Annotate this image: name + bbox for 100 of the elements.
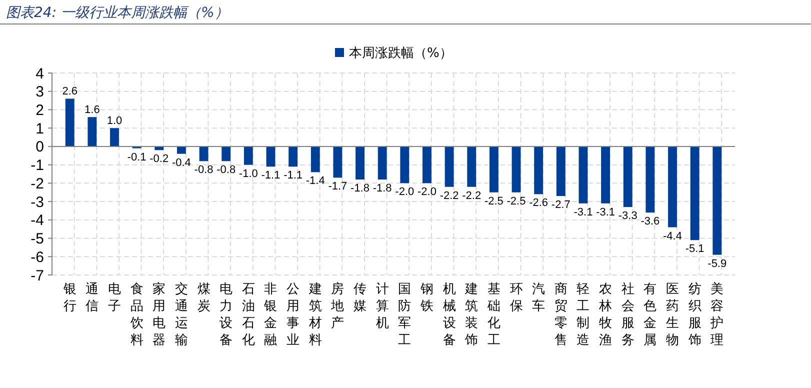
bar (333, 146, 342, 178)
legend-label: 本周涨跌幅（%） (349, 46, 452, 61)
bar (65, 98, 74, 146)
x-tick-label: 计算机 (376, 282, 389, 331)
x-tick-label: 非银金融 (263, 282, 278, 348)
bar (512, 146, 521, 192)
x-tick-label: 国防军工 (398, 282, 412, 348)
data-label: -5.1 (685, 243, 704, 256)
bar (668, 146, 677, 228)
bar (534, 146, 544, 194)
data-label: -5.9 (708, 258, 727, 270)
data-label: -0.8 (194, 164, 214, 176)
x-tick-label: 基础化工 (486, 282, 500, 348)
x-tick-label: 农林牧渔 (598, 282, 612, 348)
x-tick-label: 机械设备 (442, 282, 456, 348)
x-tick-label: 石油石化 (242, 282, 255, 348)
x-tick-label: 交通运输 (174, 281, 188, 348)
data-label: -1.4 (306, 175, 325, 188)
bar (378, 146, 387, 180)
data-label: -2.2 (462, 190, 482, 202)
data-label: -2.5 (484, 195, 504, 208)
y-tick-label: 1 (36, 120, 44, 138)
x-tick-label: 环保 (510, 282, 523, 314)
data-label: -1.1 (261, 170, 280, 182)
data-label: -2.7 (551, 199, 570, 212)
data-label: -2.2 (440, 190, 459, 202)
data-label: -2.0 (395, 186, 414, 198)
bar (244, 146, 253, 165)
data-label: -3.3 (618, 210, 638, 222)
x-tick-label: 食品饮料 (129, 282, 144, 348)
data-label: -2.6 (529, 197, 548, 210)
data-label: -1.7 (328, 180, 348, 193)
x-tick-label: 房地产 (330, 281, 344, 331)
x-tick-label: 公用事业 (286, 282, 300, 348)
y-tick-label: -4 (30, 212, 44, 230)
x-tick-label: 美容护理 (710, 281, 724, 348)
bar (712, 146, 722, 255)
x-tick-label: 汽车 (532, 282, 546, 314)
data-label: -1.0 (238, 168, 258, 180)
data-label: -0.8 (216, 164, 236, 176)
x-tick-label: 银行 (62, 282, 76, 314)
y-tick-label: -6 (30, 248, 44, 266)
data-label: -4.4 (663, 230, 682, 242)
y-tick-label: 0 (36, 138, 44, 156)
x-tick-label: 通信 (86, 282, 99, 314)
data-label: -3.6 (640, 216, 660, 228)
data-label: -2.5 (506, 195, 526, 208)
bar (199, 146, 208, 162)
bar (467, 146, 476, 187)
x-tick-label: 电子 (108, 282, 121, 314)
x-tick-label: 轻工制造 (576, 282, 590, 348)
x-tick-label: 社会服务 (621, 282, 634, 348)
bar (601, 146, 610, 204)
bar (310, 146, 320, 172)
x-tick-label: 建筑装饰 (464, 282, 478, 348)
data-label: 2.6 (62, 86, 78, 98)
y-tick-label: -2 (30, 175, 44, 192)
bar (646, 146, 655, 213)
data-label: 1.6 (84, 104, 100, 116)
data-label: -0.2 (150, 153, 169, 166)
bar (400, 146, 410, 184)
data-label: -1.1 (284, 170, 303, 182)
data-label: -3.1 (596, 206, 616, 218)
bar (266, 146, 276, 167)
bar (288, 146, 298, 167)
data-label: -0.1 (127, 151, 146, 164)
data-label: -1.8 (372, 182, 392, 195)
data-label: -2.0 (417, 186, 436, 198)
bar (444, 146, 454, 187)
x-tick-label: 电力设备 (220, 282, 233, 348)
data-label: -0.4 (172, 156, 191, 169)
y-tick-label: 2 (36, 102, 44, 119)
bar (489, 146, 498, 192)
bar (623, 146, 632, 208)
y-tick-label: 4 (36, 65, 44, 82)
y-tick-label: -3 (30, 194, 44, 211)
y-tick-label: -7 (30, 267, 44, 284)
bar (556, 146, 566, 196)
x-tick-label: 煤炭 (197, 282, 210, 314)
bar (690, 146, 700, 240)
bar (176, 146, 186, 154)
x-tick-label: 家用电器 (152, 281, 166, 348)
data-label: 1.0 (106, 115, 122, 128)
bar (222, 146, 231, 162)
y-tick-label: 3 (36, 84, 44, 101)
x-tick-label: 医药生物 (666, 282, 680, 348)
x-tick-label: 建筑材料 (308, 282, 322, 348)
x-tick-label: 有色金属 (644, 282, 657, 348)
data-label: -1.8 (350, 182, 370, 195)
x-tick-label: 纺织服饰 (687, 282, 702, 348)
y-tick-label: -5 (30, 230, 44, 248)
y-tick-label: -1 (30, 157, 44, 174)
x-tick-label: 传媒 (354, 282, 367, 314)
bar (110, 128, 119, 146)
bar (88, 117, 97, 146)
x-tick-label: 商贸零售 (554, 282, 568, 348)
bar (356, 146, 364, 180)
bar (422, 146, 432, 184)
chart-title: 图表24: 一级行业本周涨跌幅（%） (6, 5, 228, 21)
bar (578, 146, 588, 204)
